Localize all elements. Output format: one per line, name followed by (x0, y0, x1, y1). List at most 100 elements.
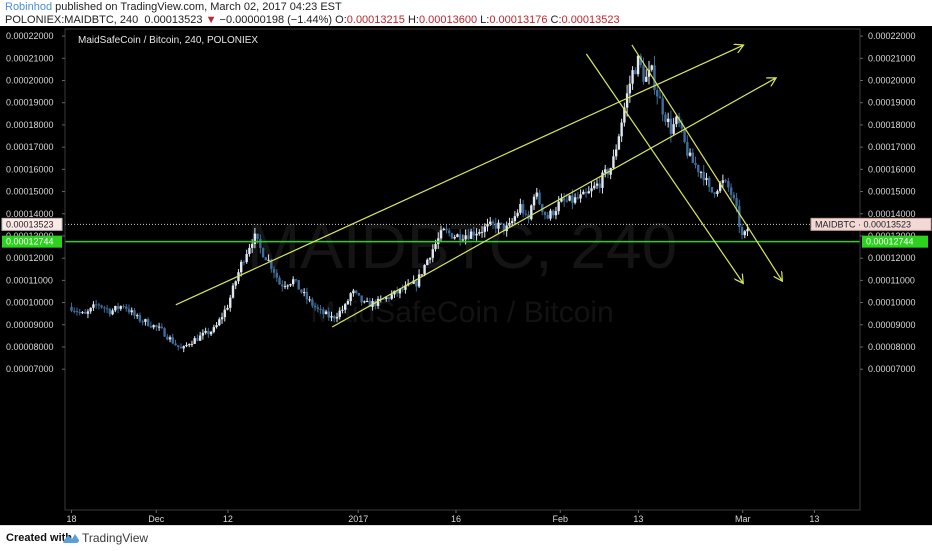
candle-body (125, 306, 128, 309)
candle-body (478, 232, 481, 234)
candle-body (595, 183, 599, 186)
candle-body (160, 326, 164, 329)
support-price-tag (862, 235, 928, 248)
candle-body (434, 244, 437, 250)
candle-body (294, 279, 298, 281)
candle-body (319, 308, 322, 310)
candle-body (664, 114, 667, 122)
y-tick-right: 0.00022000 (868, 31, 916, 41)
candle-body (240, 261, 243, 273)
candle-body (645, 76, 648, 82)
high-label: H: (407, 14, 419, 26)
candle-body (656, 90, 659, 97)
candle-body (387, 297, 391, 299)
trend-line[interactable] (585, 53, 742, 283)
candle-body (680, 123, 684, 129)
candle-body (207, 330, 210, 335)
candle-body (568, 195, 571, 201)
candle-body (289, 284, 292, 286)
x-tick-label: 16 (451, 514, 461, 524)
candle-body (122, 306, 125, 308)
candle-body (604, 169, 607, 173)
candle-body (248, 247, 251, 255)
trend-lines[interactable] (175, 44, 782, 328)
candle-body (365, 300, 369, 302)
low-label: L: (480, 14, 490, 26)
candle-body (557, 201, 560, 212)
candle-body (420, 274, 424, 276)
candle-body (114, 305, 117, 311)
candle-body (245, 254, 248, 263)
candle-body (398, 288, 402, 294)
candle-body (256, 233, 259, 239)
candle-body (242, 261, 246, 263)
candle-body (721, 180, 725, 183)
candle-body (571, 195, 574, 203)
author-link[interactable]: Robinhod (5, 1, 53, 13)
candle-body (168, 337, 172, 340)
candle-body (313, 305, 317, 308)
open-label: O: (335, 14, 347, 26)
candle-body (716, 191, 719, 194)
y-tick-left: 0.00008000 (6, 342, 54, 352)
candle-body (344, 304, 347, 310)
candle-body (357, 292, 361, 296)
trend-line[interactable] (175, 45, 743, 306)
candle-body (513, 216, 517, 222)
candle-body (584, 191, 588, 194)
candle-body (346, 301, 350, 305)
candle-body (300, 289, 303, 293)
ohlc-line: POLONIEX:MAIDBTC, 240 0.00013523 ▼ −0.00… (5, 14, 620, 26)
candle-body (212, 327, 216, 332)
last-price-tag (810, 217, 932, 231)
candle-body (292, 279, 295, 285)
candle-body (642, 65, 645, 82)
candle-body (535, 192, 538, 197)
price-chart[interactable]: MAIDBTC, 240 MaidSafeCoin / Bitcoin 0.00… (0, 26, 932, 525)
candle-body (226, 307, 229, 310)
candle-body (469, 231, 473, 239)
candle-body (724, 180, 727, 182)
candle-body (486, 224, 489, 227)
candle-body (157, 326, 161, 328)
candle-body (573, 197, 577, 203)
candle-body (461, 239, 465, 241)
candle-body (500, 222, 503, 224)
candle-body (653, 65, 656, 91)
candle-body (152, 325, 155, 328)
candle-body (647, 69, 651, 77)
left-price-tag (2, 235, 62, 248)
x-tick-label: 18 (67, 514, 77, 524)
candle-body (489, 221, 492, 225)
trend-line[interactable] (631, 44, 782, 280)
left-price-tag (1, 217, 63, 231)
candle-body (415, 280, 418, 287)
candle-body (163, 328, 166, 337)
last-price: 0.00013523 (144, 14, 203, 26)
candle-body (480, 231, 484, 233)
candle-body (382, 298, 385, 300)
candle-body (639, 55, 642, 66)
candle-body (582, 191, 585, 195)
candle-body (86, 311, 90, 314)
y-tick-right: 0.00008000 (868, 342, 916, 352)
trend-line[interactable] (331, 78, 775, 328)
candle-body (81, 312, 84, 314)
y-tick-left: 0.00011000 (6, 275, 53, 285)
candle-body (467, 235, 470, 239)
y-tick-left: 0.00012000 (6, 253, 54, 263)
candle-body (84, 312, 87, 314)
x-tick-label: 13 (633, 514, 643, 524)
tradingview-brand[interactable]: TradingView (82, 531, 149, 545)
candle-body (458, 234, 462, 241)
y-tick-left: 0.00021000 (6, 53, 54, 63)
candle-body (713, 192, 716, 194)
candle-body (530, 205, 533, 220)
last-price-tag-label: MAIDBTC · 0.00013523 (815, 219, 911, 229)
symbol-label: POLONIEX:MAIDBTC, 240 (5, 14, 139, 26)
candle-body (650, 65, 653, 70)
candle-body (259, 238, 262, 249)
candles (70, 53, 749, 353)
candle-body (396, 290, 399, 294)
y-tick-left: 0.00018000 (6, 120, 54, 130)
